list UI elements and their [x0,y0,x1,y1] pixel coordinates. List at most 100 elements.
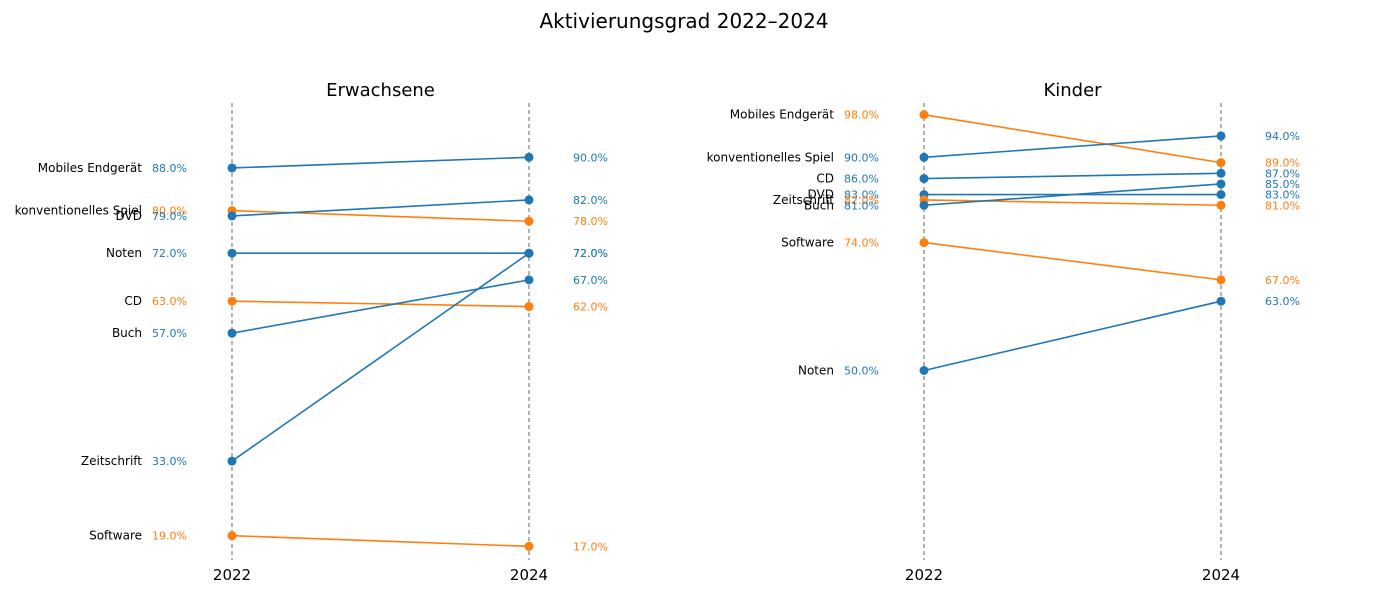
value-label-end: 17.0% [573,540,608,553]
value-label-end: 89.0% [1265,157,1300,170]
series-6: Zeitschrift 33.0% 72.0% [81,247,608,468]
category-label: Software [781,236,834,250]
category-label: Mobiles Endgerät [38,161,143,175]
value-label-start: 79.0% [152,210,187,223]
value-label-start: 90.0% [844,151,879,164]
series-6: Software 74.0% 67.0% [781,236,1300,287]
panel-0: Erwachsene 2022 2024 Mobiles Endgerät 88.0% 9… [15,80,608,584]
value-label-end: 62.0% [573,301,608,314]
value-label-end: 72.0% [573,247,608,260]
value-label-end: 90.0% [573,151,608,164]
series-5: Buch 81.0% 85.0% [804,178,1300,212]
data-point-end [524,216,534,226]
series-line [231,156,530,169]
series-5: Buch 57.0% 67.0% [112,274,608,340]
data-point-start [227,211,237,221]
data-point-end [1216,179,1226,189]
value-label-end: 81.0% [1265,199,1300,212]
data-point-start [227,248,237,258]
value-label-start: 72.0% [152,247,187,260]
series-4: CD 63.0% 62.0% [124,294,608,313]
value-label-start: 74.0% [844,237,879,250]
value-label-start: 57.0% [152,327,187,340]
data-point-end [524,248,534,258]
value-label-end: 82.0% [573,194,608,207]
value-label-start: 83.0% [844,189,879,202]
value-label-end: 78.0% [573,215,608,228]
data-point-end [524,152,534,162]
series-3: DVD 83.0% 83.0% [808,188,1300,202]
data-point-start [919,200,929,210]
data-point-start [227,456,237,466]
category-label: CD [124,294,142,308]
series-line [923,183,1222,207]
value-label-start: 33.0% [152,455,187,468]
value-label-start: 88.0% [152,162,187,175]
value-label-start: 19.0% [152,530,187,543]
series-2: CD 86.0% 87.0% [816,167,1300,185]
series-line [923,113,1222,164]
data-point-start [919,110,929,120]
data-point-start [227,328,237,338]
category-label: konventionelles Spiel [707,150,834,164]
series-7: Noten 50.0% 63.0% [798,295,1300,377]
category-label: Noten [798,363,834,377]
data-point-end [1216,190,1226,200]
value-label-end: 72.0% [573,247,608,260]
data-point-start [227,163,237,173]
category-label: Buch [804,198,834,212]
value-label-end: 67.0% [573,274,608,287]
series-1: konventionelles Spiel 90.0% 94.0% [707,130,1300,164]
value-label-end: 94.0% [1265,130,1300,143]
series-line [231,252,530,462]
data-point-end [1216,200,1226,210]
data-point-end [1216,168,1226,178]
series-0: Mobiles Endgerät 88.0% 90.0% [38,151,608,175]
value-label-end: 87.0% [1265,167,1300,180]
category-label: DVD [808,188,834,202]
category-label: CD [816,172,834,186]
value-label-start: 81.0% [844,199,879,212]
chart-panels: Erwachsene 2022 2024 Mobiles Endgerät 88.0% 9… [15,80,1300,584]
series-line [923,172,1222,180]
data-point-start [919,174,929,184]
series-line [231,199,530,217]
data-point-start [919,238,929,248]
series-line [923,241,1222,281]
category-label: Noten [106,246,142,260]
data-point-end [1216,158,1226,168]
data-point-end [524,275,534,285]
series-line [231,534,530,548]
series-line [923,300,1222,372]
data-point-end [524,195,534,205]
category-label: Zeitschrift [773,193,834,207]
data-point-start [227,531,237,541]
panel-1: Kinder 2022 2024 Mobiles Endgerät 98.0% 89.0%… [707,80,1300,584]
value-label-start: 82.0% [844,194,879,207]
series-3: Noten 72.0% 72.0% [106,246,608,260]
series-line [923,199,1222,207]
figure-title: Aktivierungsgrad 2022–2024 [539,9,828,33]
category-label: konventionelles Spiel [15,204,142,218]
x-tick-label: 2024 [510,566,548,584]
panel-title: Kinder [1043,80,1102,101]
data-point-end [1216,275,1226,285]
series-4: Zeitschrift 82.0% 81.0% [773,193,1300,212]
x-tick-label: 2024 [1202,566,1240,584]
panel-title: Erwachsene [326,80,435,101]
value-label-end: 67.0% [1265,274,1300,287]
data-point-end [524,541,534,551]
value-label-end: 83.0% [1265,189,1300,202]
series-2: DVD 79.0% 82.0% [116,194,608,223]
category-label: Zeitschrift [81,454,142,468]
data-point-start [919,365,929,375]
value-label-start: 86.0% [844,173,879,186]
value-label-start: 63.0% [152,295,187,308]
series-line [231,300,530,308]
x-tick-label: 2022 [905,566,943,584]
data-point-start [919,152,929,162]
data-point-start [227,296,237,306]
series-line [231,209,530,223]
series-7: Software 19.0% 17.0% [89,529,608,554]
